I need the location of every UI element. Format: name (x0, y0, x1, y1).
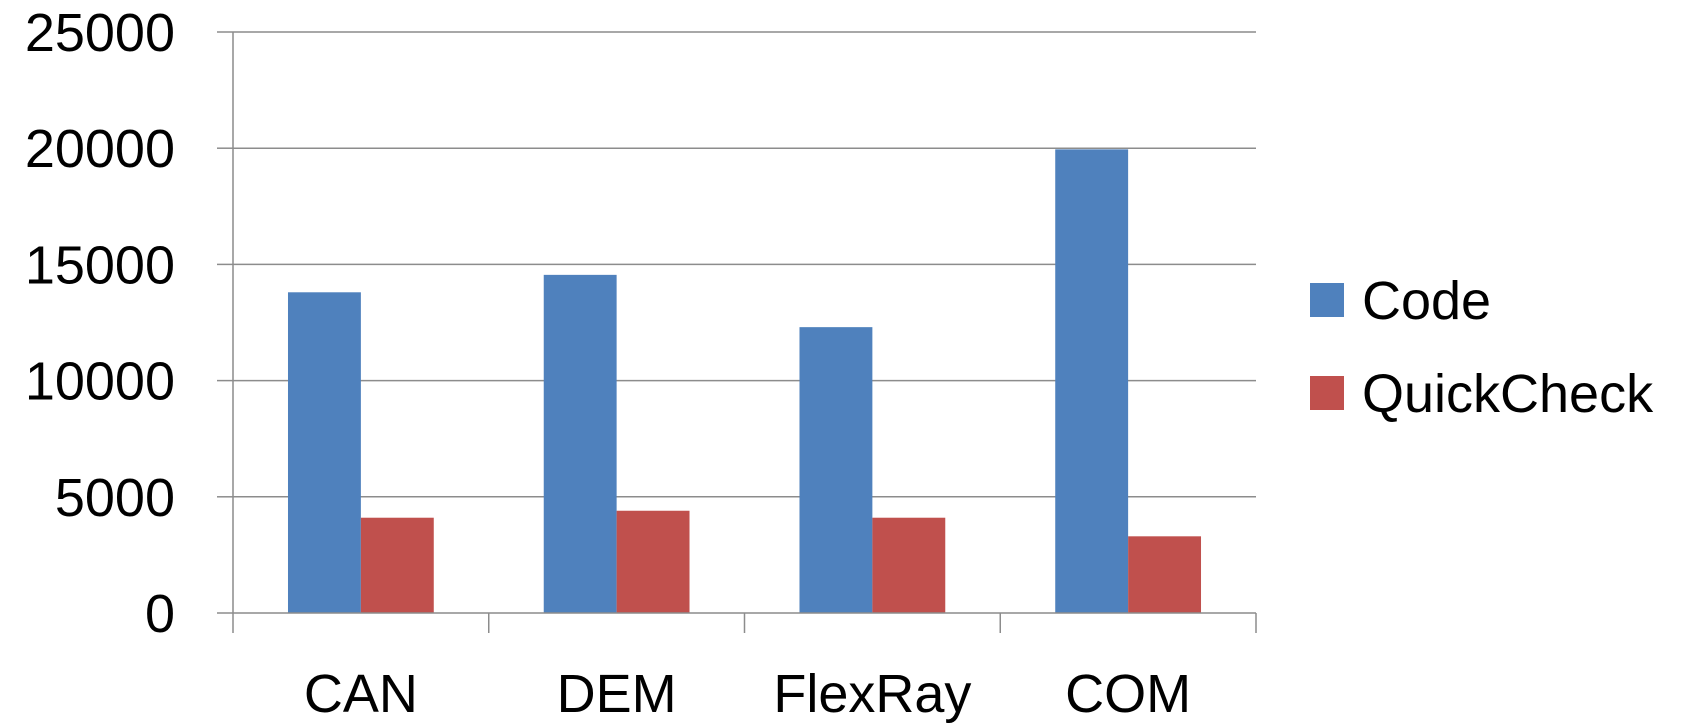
y-tick-label: 25000 (25, 3, 175, 63)
legend-swatch-quickcheck (1310, 376, 1344, 410)
legend-label-quickcheck: QuickCheck (1362, 364, 1654, 424)
bar-code-com (1055, 149, 1129, 613)
bar-quickcheck-dem (616, 510, 690, 613)
y-tick-label: 5000 (55, 468, 175, 528)
bars (287, 149, 1202, 613)
bar-quickcheck-flexray (872, 517, 946, 613)
x-tick-label: DEM (557, 664, 677, 723)
x-axis-tick-labels: CAN DEM FlexRay COM (304, 664, 1191, 723)
x-tick-label: FlexRay (773, 664, 971, 723)
y-tick-label: 10000 (25, 352, 175, 412)
axes (217, 31, 1257, 633)
x-tick-label: CAN (304, 664, 418, 723)
y-axis-tick-labels: 0 5000 10000 15000 20000 25000 (25, 3, 175, 644)
x-tick-label: COM (1065, 664, 1191, 723)
bar-quickcheck-can (360, 517, 434, 613)
legend-label-code: Code (1362, 271, 1491, 331)
y-tick-label: 0 (145, 584, 175, 644)
y-tick-label: 20000 (25, 119, 175, 179)
bar-code-can (287, 292, 361, 613)
legend: Code QuickCheck (1310, 271, 1654, 424)
y-tick-label: 15000 (25, 235, 175, 295)
bar-code-flexray (799, 327, 873, 613)
legend-swatch-code (1310, 283, 1344, 317)
bar-code-dem (543, 274, 617, 613)
bar-quickcheck-com (1128, 536, 1202, 613)
